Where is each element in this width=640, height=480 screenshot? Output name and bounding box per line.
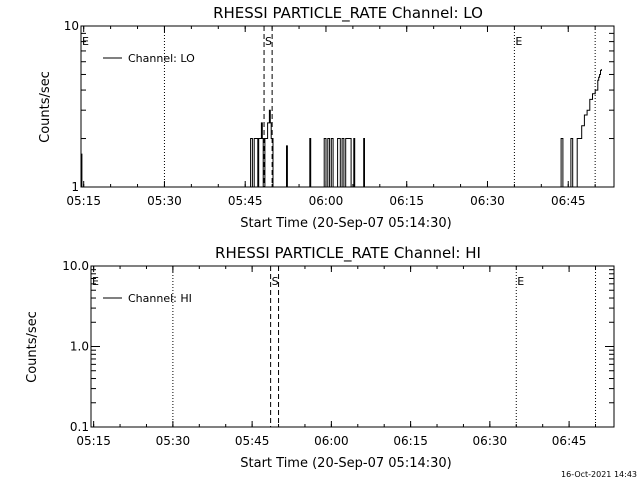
x-tick-label: 06:00 bbox=[309, 194, 344, 208]
legend-label-hi: Channel: HI bbox=[128, 292, 192, 305]
series-line-segment bbox=[362, 138, 365, 188]
x-tick-label: 05:15 bbox=[66, 194, 101, 208]
x-tick-label: 06:45 bbox=[551, 194, 586, 208]
series-line-segment bbox=[81, 153, 84, 188]
plot-area-frame bbox=[80, 25, 615, 188]
event-marker-label: E bbox=[515, 35, 522, 48]
x-tick-label: 06:15 bbox=[393, 434, 428, 448]
legend: Channel: HI bbox=[103, 292, 192, 305]
x-axis-label: Start Time (20-Sep-07 05:14:30) bbox=[240, 216, 451, 231]
legend-label-lo: Channel: LO bbox=[128, 52, 195, 65]
y-tick-label: 10 bbox=[64, 19, 79, 33]
x-tick-label: 06:30 bbox=[473, 434, 508, 448]
event-marker-label: E bbox=[92, 275, 99, 288]
plot-area-frame bbox=[90, 265, 615, 428]
x-tick-label: 06:45 bbox=[552, 434, 587, 448]
event-marker-label: S bbox=[265, 35, 272, 48]
series-line-segment bbox=[560, 138, 564, 188]
x-axis-label: Start Time (20-Sep-07 05:14:30) bbox=[240, 456, 451, 471]
x-tick-label: 06:15 bbox=[389, 194, 424, 208]
x-tick-label: 05:15 bbox=[76, 434, 111, 448]
series-line-segment bbox=[323, 138, 356, 188]
x-tick-label: 05:30 bbox=[156, 434, 191, 448]
event-marker-label: E bbox=[517, 275, 524, 288]
y-tick-label: 10.0 bbox=[62, 259, 89, 273]
y-axis-label: Counts/sec bbox=[38, 71, 53, 143]
x-tick-label: 05:30 bbox=[147, 194, 182, 208]
series-line-segment bbox=[570, 69, 602, 188]
event-marker-label: S bbox=[272, 275, 279, 288]
chart-title: RHESSI PARTICLE_RATE Channel: HI bbox=[215, 244, 481, 263]
x-tick-label: 05:45 bbox=[228, 194, 263, 208]
footer-timestamp: 16-Oct-2021 14:43 bbox=[561, 470, 637, 479]
y-tick-label: 1.0 bbox=[70, 340, 89, 354]
chart-title: RHESSI PARTICLE_RATE Channel: LO bbox=[213, 4, 483, 23]
series-line-segment bbox=[285, 145, 288, 188]
x-tick-label: 06:30 bbox=[470, 194, 505, 208]
chart-panel-hi: RHESSI PARTICLE_RATE Channel: HI E S E 05:… bbox=[25, 244, 615, 471]
series-line-segment bbox=[308, 138, 312, 188]
x-tick-label: 06:00 bbox=[314, 434, 349, 448]
series-line-segment bbox=[249, 109, 275, 188]
legend: Channel: LO bbox=[103, 52, 195, 65]
y-tick-label: 0.1 bbox=[70, 420, 89, 434]
x-tick-label: 05:45 bbox=[235, 434, 270, 448]
y-tick-label: 1 bbox=[71, 180, 79, 194]
y-axis-label: Counts/sec bbox=[25, 311, 40, 383]
